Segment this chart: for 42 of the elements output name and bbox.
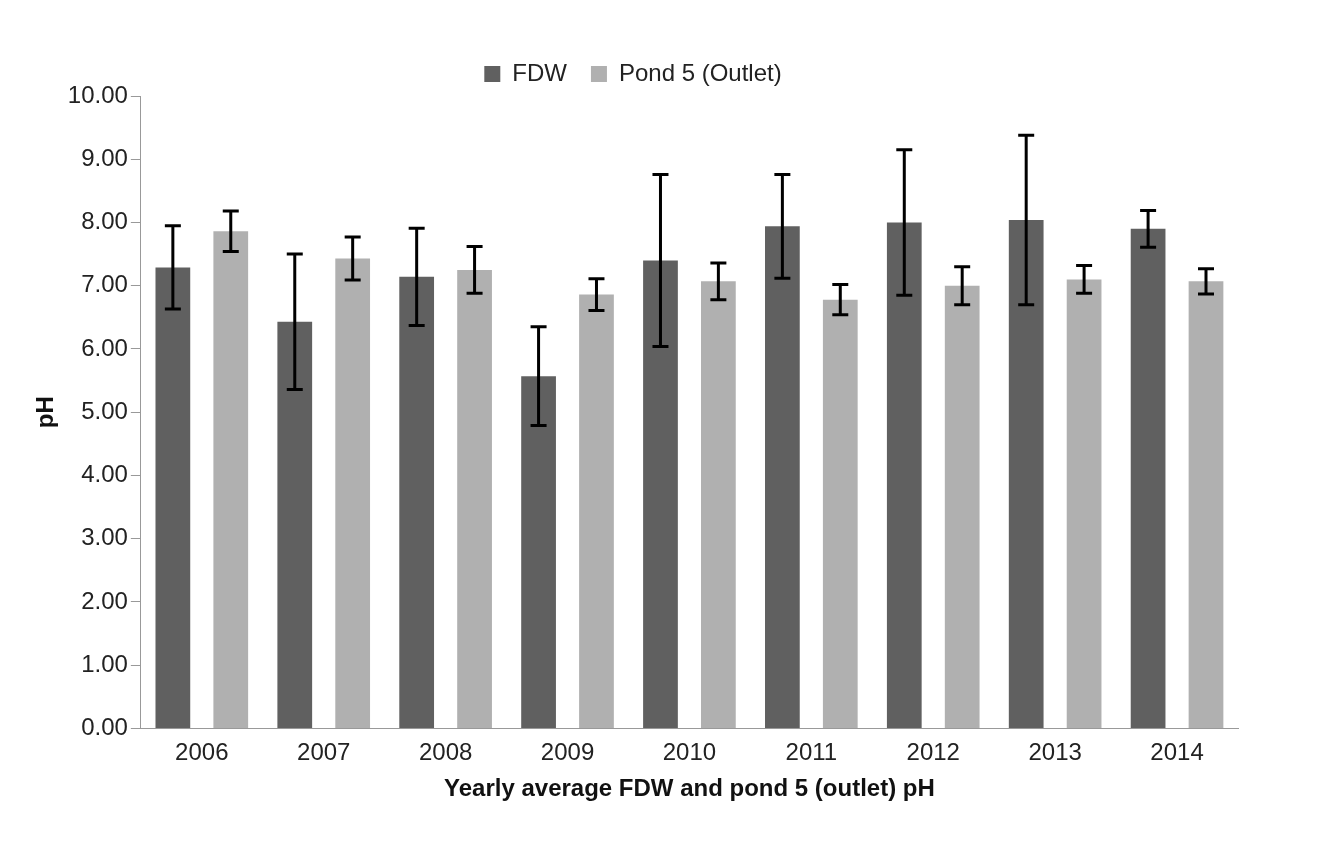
y-tick-label: 6.00 xyxy=(81,333,128,361)
bar xyxy=(1008,219,1044,728)
y-tick-label: 2.00 xyxy=(81,586,128,614)
bar xyxy=(701,281,736,728)
bar xyxy=(643,260,678,728)
bar xyxy=(155,267,191,728)
bar xyxy=(579,294,614,728)
bar xyxy=(213,231,249,728)
x-tick-label: 2009 xyxy=(540,738,595,766)
bar xyxy=(399,276,435,728)
legend-label: FDW xyxy=(512,58,568,86)
y-axis-title: pH xyxy=(31,396,59,429)
bar xyxy=(822,299,858,728)
y-tick-label: 3.00 xyxy=(81,523,128,551)
x-tick-label: 2010 xyxy=(662,738,717,766)
y-tick-label: 1.00 xyxy=(81,649,128,677)
bar xyxy=(335,258,371,728)
x-axis-title: Yearly average FDW and pond 5 (outlet) pH xyxy=(444,774,935,802)
y-tick-label: 7.00 xyxy=(81,270,128,298)
x-tick-label: 2012 xyxy=(906,738,960,766)
x-tick-label: 2007 xyxy=(297,738,351,766)
x-tick-label: 2013 xyxy=(1028,738,1082,766)
legend-label: Pond 5 (Outlet) xyxy=(618,58,782,86)
bar xyxy=(277,321,313,728)
y-tick-label: 0.00 xyxy=(81,713,128,741)
bar xyxy=(1130,228,1166,728)
bar xyxy=(1188,281,1224,728)
bar xyxy=(765,226,800,728)
y-tick-label: 9.00 xyxy=(81,143,128,171)
x-tick-label: 2011 xyxy=(785,738,838,766)
bar xyxy=(521,376,556,728)
y-tick-label: 4.00 xyxy=(81,460,128,488)
x-tick-label: 2008 xyxy=(418,738,473,766)
x-tick-label: 2006 xyxy=(175,738,229,766)
x-tick-label: 2014 xyxy=(1150,738,1204,766)
bar xyxy=(1066,279,1102,728)
y-tick-label: 5.00 xyxy=(81,396,128,424)
y-tick-label: 10.00 xyxy=(67,80,128,108)
bar xyxy=(457,269,492,728)
bar xyxy=(944,285,980,728)
y-tick-label: 8.00 xyxy=(81,207,128,235)
bar xyxy=(886,222,922,728)
